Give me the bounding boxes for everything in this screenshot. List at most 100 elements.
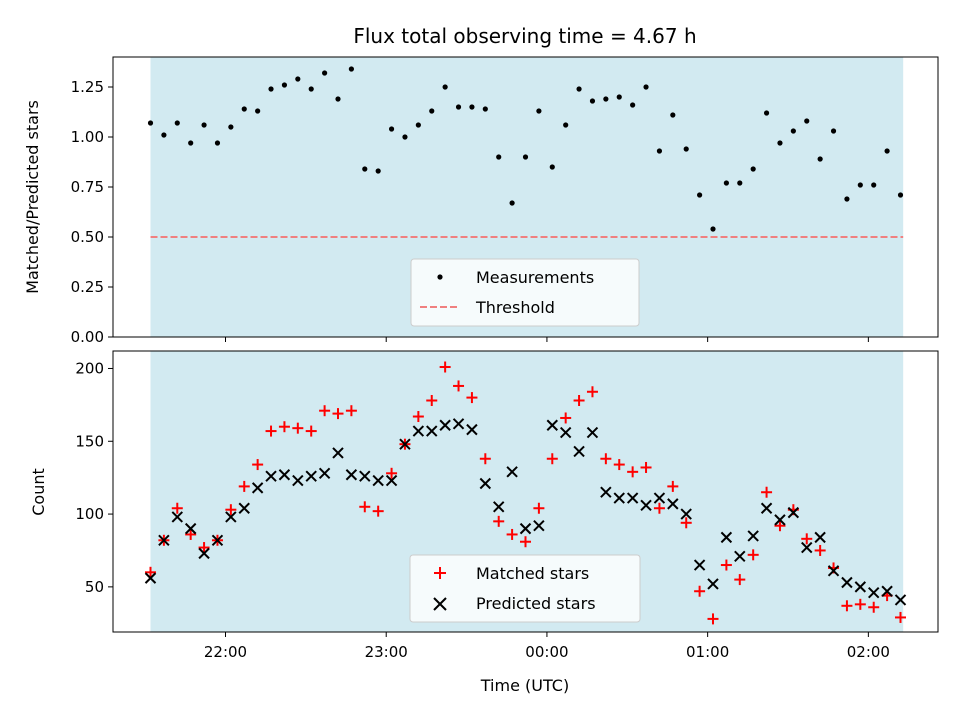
measurement-point — [469, 104, 475, 110]
predicted-star-point — [318, 467, 331, 480]
matched-star-point — [814, 544, 826, 556]
measurement-point — [643, 84, 649, 90]
matched-star-point — [667, 480, 679, 492]
matched-star-point — [305, 425, 317, 437]
matched-star-point — [453, 380, 465, 392]
top-chart-title: Flux total observing time = 4.67 h — [353, 24, 696, 48]
matched-star-point — [546, 453, 558, 465]
matched-star-point — [895, 611, 906, 623]
predicted-star-point — [426, 425, 438, 437]
measurement-point — [415, 122, 421, 128]
bottom-x-tick-label: 02:00 — [847, 643, 890, 661]
measurement-point — [683, 146, 689, 152]
matched-star-point — [680, 517, 692, 529]
measurement-point — [509, 200, 515, 206]
matched-star-point — [640, 461, 652, 473]
matched-star-point — [573, 395, 585, 407]
predicted-star-point — [292, 474, 304, 487]
matched-star-point — [586, 386, 598, 398]
predicted-star-point — [693, 559, 706, 571]
measurement-point — [375, 168, 381, 174]
measurement-point — [161, 132, 167, 138]
top-legend: Measurements Threshold — [410, 258, 640, 327]
bottom-y-axis-label: Count — [29, 468, 48, 516]
measurement-point — [670, 112, 676, 118]
matched-star-point — [868, 601, 880, 613]
measurement-point — [737, 180, 743, 186]
matched-star-point — [238, 480, 250, 492]
predicted-star-point — [787, 506, 800, 519]
predicted-star-point — [626, 492, 639, 504]
predicted-star-point — [559, 426, 572, 439]
top-y-tick-label: 0.00 — [71, 328, 104, 346]
measurement-point — [777, 140, 783, 146]
measurement-point — [281, 82, 288, 88]
measurement-point — [214, 140, 221, 146]
legend-predicted-label: Predicted stars — [476, 594, 596, 613]
bottom-legend: Matched stars Predicted stars — [409, 554, 641, 623]
matched-star-point — [426, 395, 438, 407]
measurement-point — [228, 124, 234, 130]
predicted-star-point — [774, 514, 786, 526]
matched-star-point — [345, 405, 357, 417]
measurement-point — [335, 96, 341, 102]
predicted-star-point — [171, 511, 183, 523]
measurement-point — [563, 122, 569, 128]
bottom-x-tick-label: 01:00 — [686, 643, 729, 661]
matched-star-point — [372, 505, 384, 517]
predicted-star-point — [667, 498, 679, 510]
measurement-point — [830, 128, 837, 134]
measurement-point — [844, 196, 850, 202]
matched-star-point — [653, 502, 665, 514]
predicted-star-point — [801, 541, 813, 554]
measurement-point — [750, 166, 756, 172]
predicted-star-point — [881, 585, 893, 597]
matched-star-point — [734, 574, 746, 586]
matched-star-point — [466, 392, 478, 404]
predicted-star-point — [332, 447, 344, 459]
matched-star-point — [439, 361, 451, 373]
measurement-point — [857, 182, 863, 188]
measurement-point — [603, 96, 609, 102]
legend-matched-marker — [434, 567, 446, 579]
matched-star-point — [600, 453, 612, 465]
bottom-y-tick-label: 50 — [85, 578, 104, 596]
predicted-star-point — [412, 425, 425, 437]
predicted-star-point — [814, 531, 826, 544]
measurement-point — [255, 108, 261, 114]
bottom-y-tick-label: 200 — [75, 359, 104, 377]
matched-star-point — [520, 536, 531, 548]
top-y-axis-label: Matched/Predicted stars — [23, 100, 42, 294]
predicted-star-point — [452, 418, 465, 430]
predicted-star-point — [372, 474, 384, 487]
top-legend-box — [410, 258, 640, 327]
predicted-star-point — [466, 423, 478, 436]
legend-threshold-label: Threshold — [475, 298, 555, 317]
matched-star-point — [479, 453, 491, 465]
measurement-point — [201, 122, 207, 128]
matched-star-point — [627, 466, 639, 478]
predicted-star-point — [305, 470, 317, 482]
measurement-point — [268, 86, 274, 92]
predicted-star-point — [198, 547, 210, 560]
predicted-star-point — [680, 508, 692, 520]
predicted-star-point — [868, 586, 880, 599]
predicted-star-point — [345, 469, 358, 481]
predicted-star-point — [506, 466, 518, 478]
measurement-point — [174, 120, 180, 126]
measurement-point — [884, 148, 890, 154]
bottom-axes-frame — [112, 350, 939, 633]
predicted-star-point — [894, 594, 907, 606]
predicted-star-point — [707, 578, 719, 590]
matched-star-point — [225, 504, 237, 516]
measurement-point — [402, 134, 408, 140]
matched-star-point — [801, 533, 813, 545]
matched-star-point — [185, 528, 197, 540]
measurement-point — [656, 148, 663, 154]
matched-star-point — [265, 425, 277, 437]
legend-matched-label: Matched stars — [476, 564, 589, 583]
predicted-star-point — [720, 531, 733, 544]
legend-measurements-label: Measurements — [476, 268, 594, 287]
matched-star-point — [145, 566, 156, 578]
